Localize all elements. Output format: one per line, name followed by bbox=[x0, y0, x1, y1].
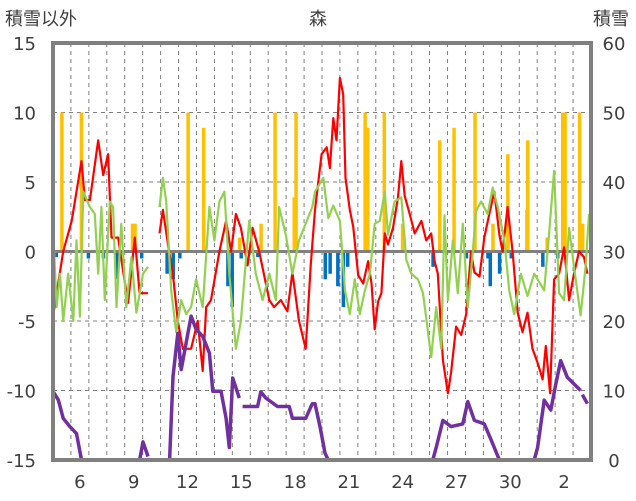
yellow-bar bbox=[292, 197, 297, 252]
right-tick-label: 50 bbox=[603, 104, 626, 125]
blue-bar bbox=[509, 251, 514, 259]
bar-series bbox=[54, 112, 585, 308]
x-axis-ticks: 6 9 12 15 18 21 24 27 30 2 bbox=[74, 472, 570, 493]
yellow-bar bbox=[563, 112, 567, 252]
yellow-bar bbox=[452, 127, 456, 252]
yellow-bar bbox=[294, 112, 298, 252]
left-tick-label: 10 bbox=[13, 104, 36, 125]
blue-bar bbox=[178, 251, 182, 259]
x-tick-label: 9 bbox=[128, 472, 139, 493]
x-tick-label: 24 bbox=[391, 472, 414, 493]
blue-bar bbox=[323, 251, 328, 280]
blue-bar bbox=[464, 251, 469, 259]
blue-bar bbox=[54, 251, 59, 258]
yellow-bar bbox=[400, 223, 405, 252]
x-tick-label: 2 bbox=[558, 472, 569, 493]
left-tick-label: 0 bbox=[25, 243, 36, 264]
x-tick-label: 27 bbox=[445, 472, 468, 493]
blue-bar bbox=[86, 251, 91, 259]
blue-bar bbox=[230, 251, 234, 308]
left-tick-label: -15 bbox=[7, 451, 36, 472]
blue-bar bbox=[345, 251, 350, 267]
right-tick-label: 30 bbox=[603, 243, 626, 264]
yellow-bar bbox=[130, 223, 135, 252]
yellow-bar bbox=[186, 112, 190, 252]
x-tick-label: 18 bbox=[284, 472, 307, 493]
left-axis-label: 積雪以外 bbox=[5, 9, 77, 30]
left-tick-label: 5 bbox=[25, 173, 36, 194]
right-tick-label: 20 bbox=[603, 312, 626, 333]
yellow-bar bbox=[491, 223, 495, 252]
left-tick-label: -10 bbox=[7, 382, 36, 403]
purple-series-line bbox=[51, 314, 589, 462]
yellow-bar bbox=[201, 127, 206, 252]
blue-bar bbox=[328, 251, 332, 274]
blue-bar bbox=[239, 251, 243, 259]
yellow-bar bbox=[526, 140, 530, 252]
right-tick-label: 40 bbox=[603, 173, 626, 194]
right-tick-label: 0 bbox=[608, 451, 619, 472]
blue-bar bbox=[488, 251, 493, 287]
chart-title: 森 bbox=[309, 9, 327, 30]
left-tick-label: 15 bbox=[13, 34, 36, 55]
x-tick-label: 30 bbox=[499, 472, 522, 493]
yellow-bar bbox=[506, 154, 510, 252]
blue-bar bbox=[336, 251, 340, 287]
green-series-line bbox=[52, 169, 591, 359]
yellow-bar bbox=[273, 112, 277, 252]
blue-bar bbox=[431, 251, 435, 267]
yellow-bar bbox=[473, 112, 477, 252]
blue-bar bbox=[256, 251, 260, 258]
right-axis-label: 積雪 bbox=[593, 9, 629, 30]
left-axis-ticks: 15 10 5 0 -5 -10 -15 bbox=[7, 34, 36, 472]
blue-bar bbox=[114, 251, 119, 280]
yellow-bar bbox=[580, 223, 585, 252]
yellow-bar bbox=[560, 112, 565, 252]
x-tick-label: 21 bbox=[337, 472, 360, 493]
yellow-bar bbox=[60, 112, 64, 252]
yellow-bar bbox=[577, 112, 582, 252]
red-series-line bbox=[52, 76, 589, 395]
yellow-bar bbox=[437, 140, 442, 252]
x-tick-label: 15 bbox=[230, 472, 253, 493]
left-tick-label: -5 bbox=[18, 312, 36, 333]
right-tick-label: 60 bbox=[603, 34, 626, 55]
right-tick-label: 10 bbox=[603, 382, 626, 403]
line-series bbox=[51, 76, 591, 462]
right-axis-ticks: 60 50 40 30 20 10 0 bbox=[603, 34, 626, 472]
blue-bar bbox=[165, 251, 169, 274]
x-tick-label: 6 bbox=[74, 472, 85, 493]
blue-bar bbox=[139, 251, 144, 259]
blue-bar bbox=[541, 251, 545, 267]
yellow-bar bbox=[79, 112, 84, 252]
yellow-bar bbox=[382, 112, 387, 252]
yellow-bar bbox=[366, 127, 370, 252]
blue-bar bbox=[171, 251, 175, 280]
yellow-bar bbox=[259, 223, 263, 252]
yellow-bar bbox=[363, 112, 367, 252]
x-tick-label: 12 bbox=[176, 472, 199, 493]
blue-bar bbox=[486, 251, 490, 259]
blue-bar bbox=[497, 251, 502, 274]
yellow-bar bbox=[237, 237, 242, 252]
plot-frame bbox=[51, 41, 593, 462]
